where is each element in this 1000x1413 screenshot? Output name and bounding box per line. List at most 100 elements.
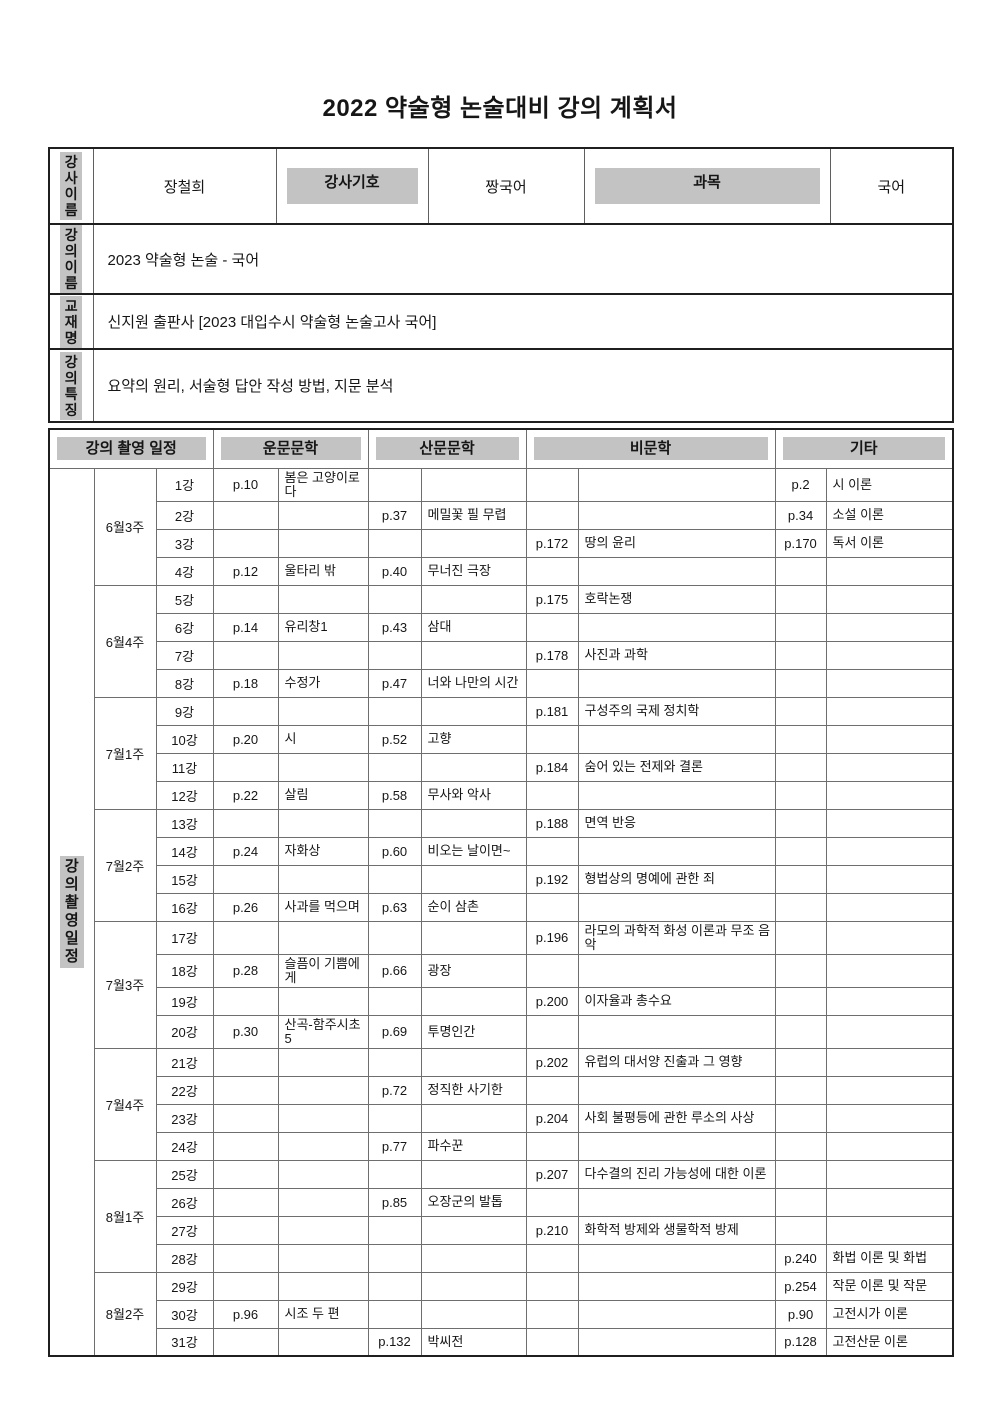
cell-etc-page <box>774 584 827 614</box>
cell-sanmun-page <box>367 808 422 838</box>
header-schedule: 강의 촬영 일정 <box>57 437 206 461</box>
cell-sanmun-page: p.132 <box>367 1327 422 1357</box>
cell-unmun-page: p.24 <box>212 836 279 866</box>
cell-sanmun-page: p.52 <box>367 724 422 754</box>
header-bimun-cell: 비문학 <box>525 428 776 469</box>
cell-bimun-page <box>525 780 579 810</box>
cell-sanmun-title: 정직한 사기한 <box>420 1075 527 1105</box>
cell-etc-page <box>774 556 827 586</box>
cell-unmun-page <box>212 1131 279 1161</box>
cell-bimun-title <box>577 1187 776 1217</box>
cell-etc-page <box>774 1014 827 1049</box>
cell-unmun-title <box>277 1243 369 1273</box>
schedule-row: 10강 p.20 시 p.52 고향 <box>49 724 954 754</box>
cell-etc-page <box>774 892 827 922</box>
schedule-table: 강의 촬영 일정 운문문학 산문문학 비문학 기타 강의촬영일정 6월3주 1강 p.… <box>48 428 955 1357</box>
cell-unmun-title: 봄은 고양이로다 <box>277 467 369 502</box>
cell-unmun-page <box>212 1075 279 1105</box>
cell-unmun-title <box>277 1047 369 1077</box>
cell-etc-title <box>825 1215 954 1245</box>
schedule-row: 11강 p.184 숨어 있는 전제와 결론 <box>49 752 954 782</box>
cell-etc-page <box>774 808 827 838</box>
schedule-row: 2강 p.37 메밀꽃 필 무렵 p.34 소설 이론 <box>49 500 954 530</box>
instructor-code-value: 짱국어 <box>427 147 585 225</box>
instructor-code-label-cell: 강사기호 <box>275 147 429 225</box>
cell-sanmun-page <box>367 640 422 670</box>
cell-sanmun-title: 오장군의 발톱 <box>420 1187 527 1217</box>
cell-bimun-title <box>577 1327 776 1357</box>
cell-unmun-title <box>277 986 369 1016</box>
lesson-number: 21강 <box>155 1047 214 1077</box>
cell-sanmun-page <box>367 584 422 614</box>
cell-bimun-page: p.200 <box>525 986 579 1016</box>
cell-etc-page: p.240 <box>774 1243 827 1273</box>
cell-sanmun-page <box>367 986 422 1016</box>
schedule-row: 14강 p.24 자화상 p.60 비오는 날이면~ <box>49 836 954 866</box>
cell-etc-page <box>774 1131 827 1161</box>
cell-sanmun-page <box>367 1271 422 1301</box>
cell-sanmun-title <box>420 1243 527 1273</box>
cell-unmun-title: 산곡-함주시초5 <box>277 1014 369 1049</box>
cell-bimun-title <box>577 724 776 754</box>
cell-sanmun-title <box>420 752 527 782</box>
cell-bimun-title <box>577 467 776 502</box>
cell-sanmun-title: 무너진 극장 <box>420 556 527 586</box>
cell-sanmun-page <box>367 1299 422 1329</box>
textbook-label: 교재명 <box>60 295 83 348</box>
header-etc: 기타 <box>782 437 946 461</box>
cell-bimun-page <box>525 1014 579 1049</box>
lesson-number: 6강 <box>155 612 214 642</box>
cell-etc-title <box>825 668 954 698</box>
cell-unmun-title: 자화상 <box>277 836 369 866</box>
cell-sanmun-page: p.58 <box>367 780 422 810</box>
cell-bimun-title <box>577 612 776 642</box>
instructor-name-label-cell: 강사이름 <box>48 147 94 225</box>
cell-bimun-page <box>525 1187 579 1217</box>
cell-sanmun-title: 메밀꽃 필 무렵 <box>420 500 527 530</box>
cell-etc-page <box>774 724 827 754</box>
cell-etc-title <box>825 752 954 782</box>
lesson-number: 4강 <box>155 556 214 586</box>
cell-bimun-title <box>577 953 776 988</box>
cell-unmun-page: p.26 <box>212 892 279 922</box>
lesson-number: 10강 <box>155 724 214 754</box>
cell-bimun-title: 사회 불평등에 관한 루소의 사상 <box>577 1103 776 1133</box>
cell-unmun-page <box>212 1215 279 1245</box>
cell-bimun-title <box>577 1014 776 1049</box>
cell-sanmun-page: p.69 <box>367 1014 422 1049</box>
cell-unmun-title <box>277 1215 369 1245</box>
cell-sanmun-page: p.37 <box>367 500 422 530</box>
cell-etc-page <box>774 780 827 810</box>
week-label: 8월2주 <box>93 1271 157 1357</box>
cell-bimun-page <box>525 1131 579 1161</box>
cell-sanmun-page: p.63 <box>367 892 422 922</box>
lesson-number: 16강 <box>155 892 214 922</box>
header-sanmun-cell: 산문문학 <box>367 428 527 469</box>
course-name-value: 2023 약술형 논술 - 국어 <box>92 223 954 295</box>
cell-sanmun-title <box>420 528 527 558</box>
info-row-course-name: 강의이름 2023 약술형 논술 - 국어 <box>48 223 954 295</box>
schedule-row: 7월2주 13강 p.188 면역 반응 <box>49 808 954 922</box>
week-label: 8월1주 <box>93 1159 157 1273</box>
cell-etc-title: 고전시가 이론 <box>825 1299 954 1329</box>
cell-bimun-page: p.192 <box>525 864 579 894</box>
cell-unmun-title <box>277 920 369 955</box>
cell-sanmun-title: 너와 나만의 시간 <box>420 668 527 698</box>
lesson-number: 26강 <box>155 1187 214 1217</box>
lesson-number: 24강 <box>155 1131 214 1161</box>
schedule-row: 27강 p.210 화학적 방제와 생물학적 방제 <box>49 1215 954 1245</box>
cell-unmun-page: p.96 <box>212 1299 279 1329</box>
lesson-number: 5강 <box>155 584 214 614</box>
cell-etc-page: p.2 <box>774 467 827 502</box>
cell-bimun-title: 면역 반응 <box>577 808 776 838</box>
cell-etc-title: 시 이론 <box>825 467 954 502</box>
cell-sanmun-title <box>420 1103 527 1133</box>
info-row-textbook: 교재명 신지원 출판사 [2023 대입수시 약술형 논술고사 국어] <box>48 293 954 350</box>
subject-label-cell: 과목 <box>583 147 831 225</box>
cell-unmun-page <box>212 696 279 726</box>
cell-sanmun-title <box>420 696 527 726</box>
cell-etc-page <box>774 640 827 670</box>
cell-bimun-page <box>525 1299 579 1329</box>
cell-unmun-page <box>212 640 279 670</box>
cell-sanmun-page <box>367 1047 422 1077</box>
